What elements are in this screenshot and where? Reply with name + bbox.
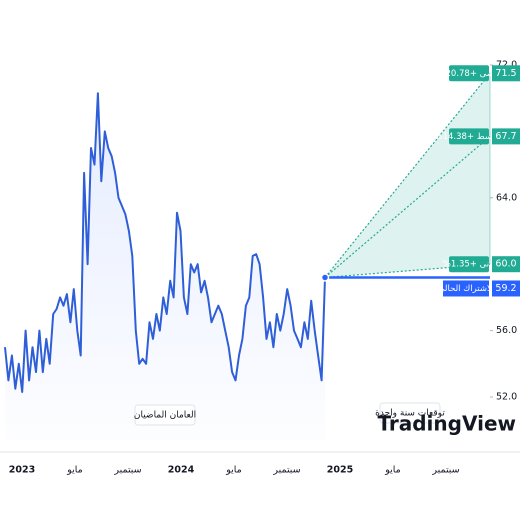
y-tick-label: 56.0 bbox=[496, 325, 517, 336]
target-box bbox=[449, 128, 489, 145]
y-tick-label: 52.0 bbox=[496, 392, 517, 403]
x-tick-label: مايو bbox=[225, 465, 242, 476]
current-dot bbox=[320, 273, 330, 282]
price-area bbox=[5, 93, 325, 440]
x-tick-label: 2025 bbox=[327, 465, 353, 476]
annotation: توقعات سنة واحدة bbox=[375, 409, 445, 419]
target-name: أقصى +20.78% bbox=[437, 67, 500, 79]
current-name: الاشتراك الحالي bbox=[438, 284, 494, 294]
target-value: 71.5 bbox=[495, 68, 516, 79]
forecast-line bbox=[324, 135, 491, 278]
x-tick-label: سبتمبر bbox=[272, 465, 300, 476]
y-tick-label: 72.0 bbox=[496, 60, 517, 71]
brand: TradingView bbox=[377, 412, 516, 436]
target-box bbox=[449, 256, 489, 273]
x-tick-label: 2024 bbox=[168, 465, 195, 476]
target-name: متوسط +14.38% bbox=[435, 132, 504, 142]
target-value: 60.0 bbox=[495, 259, 516, 270]
target-value-box bbox=[492, 128, 520, 145]
target-box bbox=[449, 65, 489, 82]
annotation-box bbox=[134, 404, 196, 426]
x-tick-label: 2023 bbox=[9, 465, 35, 476]
y-tick-label: 64.0 bbox=[496, 192, 517, 203]
x-tick-label: سبتمبر bbox=[113, 465, 141, 476]
target-value-box bbox=[492, 256, 520, 273]
current-value: 59.2 bbox=[495, 283, 516, 294]
target-name: أدنى +1.35% bbox=[443, 258, 495, 270]
price-line bbox=[4, 92, 326, 393]
x-tick-label: مايو bbox=[66, 465, 83, 476]
annotation: العامان الماضيان bbox=[134, 411, 196, 421]
target-value-box bbox=[492, 65, 520, 82]
current-value-box bbox=[492, 280, 520, 297]
target-value: 67.7 bbox=[495, 131, 516, 142]
x-tick-label: سبتمبر bbox=[431, 465, 459, 476]
current-box bbox=[443, 280, 489, 297]
x-tick-label: مايو bbox=[384, 465, 401, 476]
annotation-box bbox=[379, 402, 441, 424]
